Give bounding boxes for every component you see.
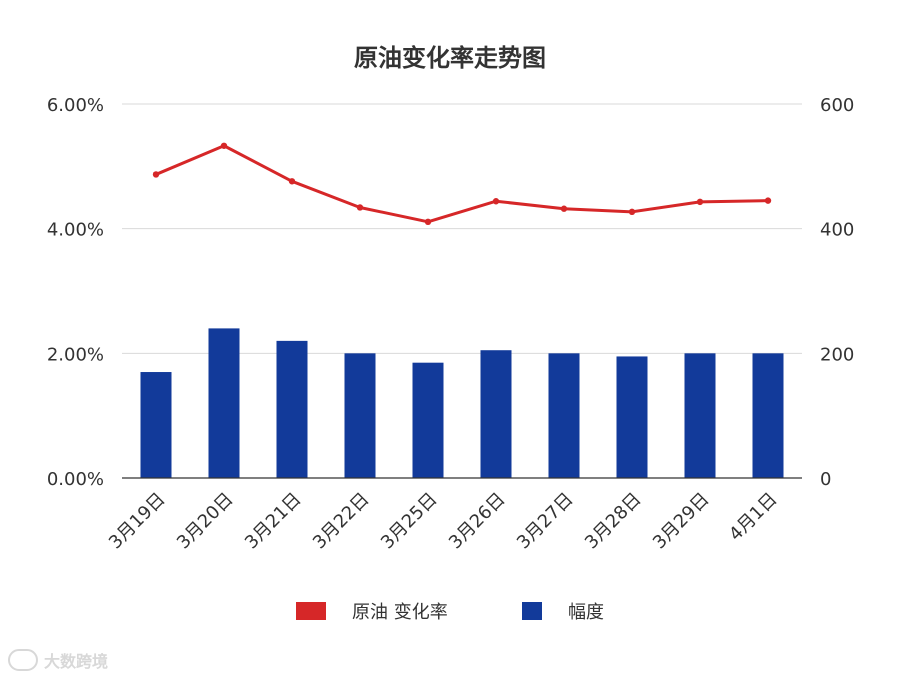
bar bbox=[412, 362, 444, 478]
line-series bbox=[152, 142, 772, 226]
x-tick-label: 3月28日 bbox=[581, 489, 646, 554]
bar bbox=[548, 353, 580, 478]
line-point bbox=[152, 171, 160, 178]
bar bbox=[684, 353, 716, 478]
line-point bbox=[764, 197, 772, 204]
axes: 0.00% 2.00% 4.00% 6.00% 0 200 400 600 3月19日 3月20日… bbox=[47, 95, 855, 553]
gridlines bbox=[122, 103, 802, 354]
series-line bbox=[155, 144, 769, 224]
line-point bbox=[696, 198, 704, 206]
x-tick-label: 4月1日 bbox=[725, 489, 782, 546]
legend-label-bar: 幅度 bbox=[568, 602, 604, 623]
y-right-tick-label: 0 bbox=[820, 469, 831, 490]
x-tick-label: 3月29日 bbox=[649, 489, 714, 554]
watermark-text: 大数跨境 bbox=[44, 652, 109, 671]
bar-series bbox=[140, 328, 784, 478]
line-point bbox=[220, 142, 228, 149]
x-tick-label: 3月20日 bbox=[173, 489, 238, 554]
x-tick-label: 3月25日 bbox=[377, 489, 442, 554]
y-left-tick-label: 2.00% bbox=[47, 344, 104, 365]
bar bbox=[208, 328, 240, 478]
legend-label-line: 原油 变化率 bbox=[352, 602, 448, 623]
chart-title: 原油变化率走势图 bbox=[354, 44, 546, 72]
x-tick-label: 3月19日 bbox=[105, 489, 170, 554]
watermark: 大数跨境 bbox=[8, 648, 108, 672]
y-right-tick-label: 600 bbox=[820, 95, 854, 116]
legend: 原油 变化率 幅度 bbox=[296, 602, 604, 623]
bar bbox=[344, 353, 376, 478]
bar bbox=[276, 340, 308, 478]
y-left-tick-label: 4.00% bbox=[47, 220, 104, 241]
x-tick-label: 3月21日 bbox=[241, 489, 306, 554]
x-tick-label: 3月22日 bbox=[309, 489, 374, 554]
legend-swatch-line bbox=[296, 602, 326, 620]
bar bbox=[140, 372, 172, 478]
line-point bbox=[628, 208, 636, 216]
legend-swatch-bar bbox=[522, 602, 542, 620]
line-point bbox=[424, 218, 432, 226]
x-tick-label: 3月27日 bbox=[513, 489, 578, 554]
line-point bbox=[492, 198, 500, 205]
line-point bbox=[288, 178, 296, 185]
x-tick-label: 3月26日 bbox=[445, 489, 510, 554]
watermark-logo-icon bbox=[8, 649, 38, 671]
bar bbox=[752, 353, 784, 478]
bar bbox=[480, 350, 512, 478]
line-point bbox=[560, 205, 568, 212]
y-left-tick-label: 6.00% bbox=[47, 95, 104, 116]
y-right-tick-label: 400 bbox=[820, 220, 854, 241]
y-right-tick-label: 200 bbox=[820, 344, 854, 365]
y-left-tick-label: 0.00% bbox=[47, 469, 104, 490]
line-point bbox=[356, 204, 364, 211]
bar bbox=[616, 356, 648, 478]
